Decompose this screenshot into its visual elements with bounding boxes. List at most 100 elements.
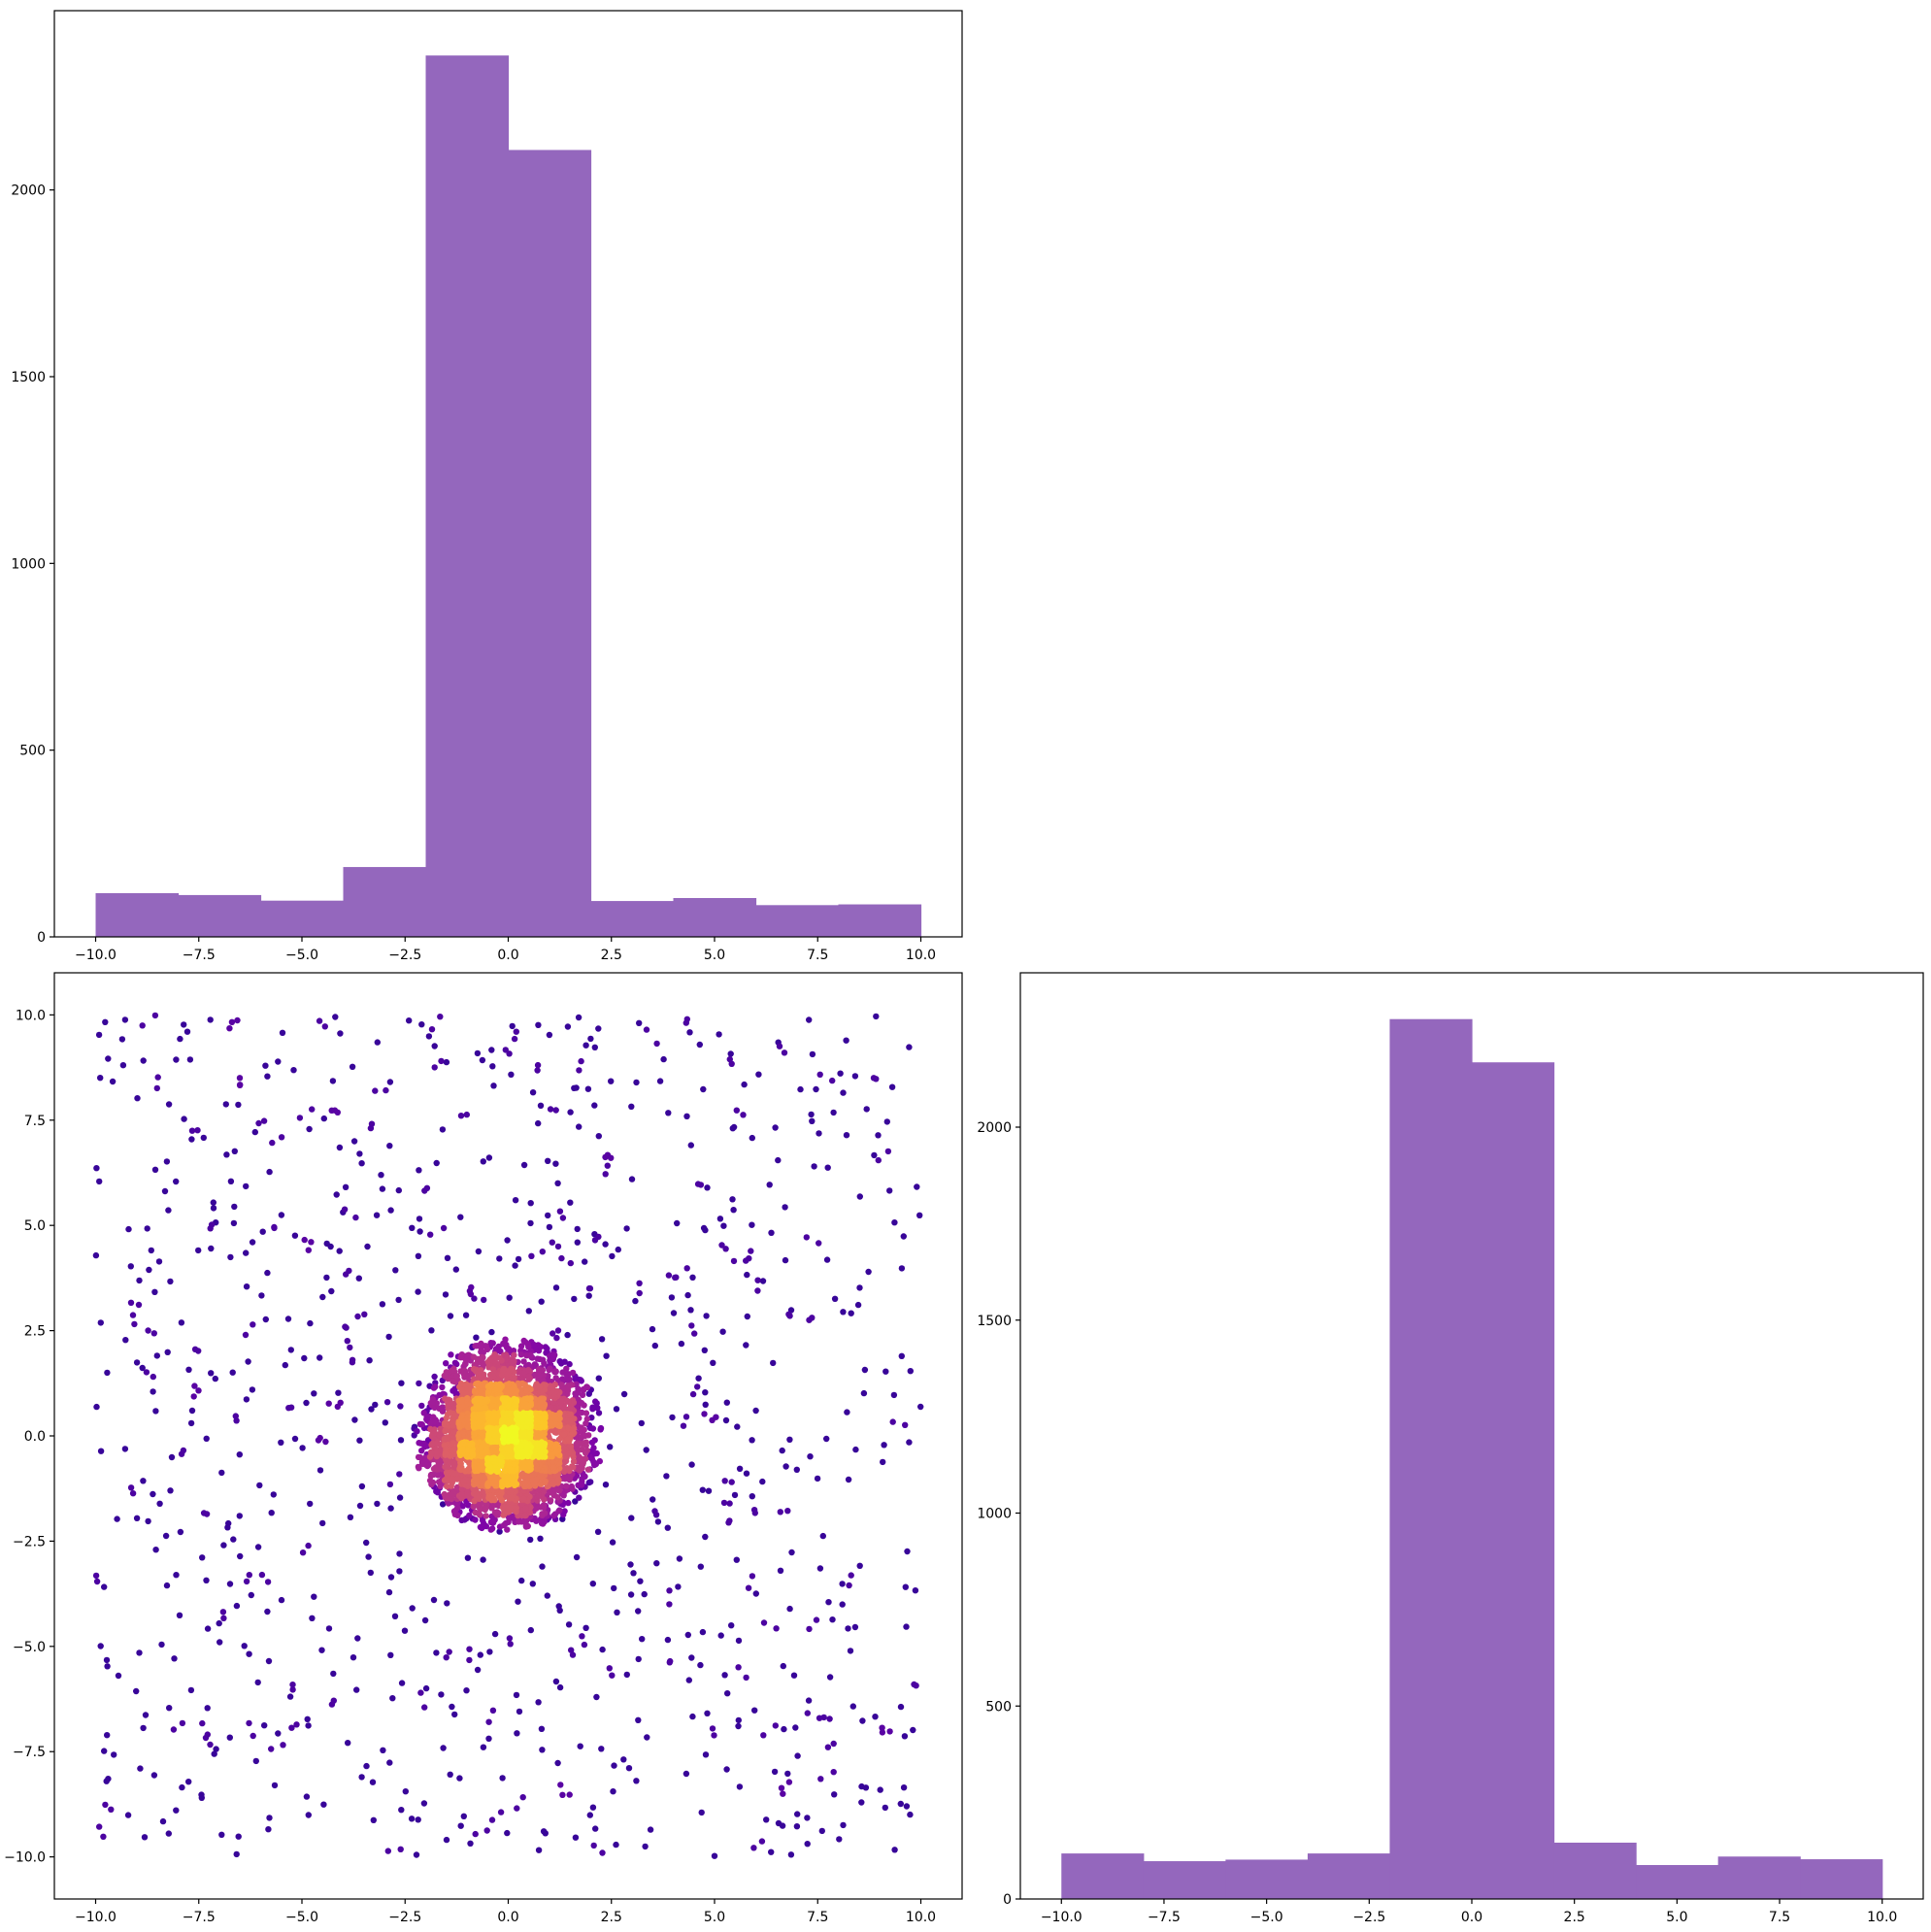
scatter-point [457,1822,464,1829]
scatter-point [471,1459,478,1467]
scatter-point [567,1109,574,1116]
scatter-point [837,1070,844,1077]
scatter-point [488,1047,495,1053]
scatter-point [140,1478,147,1484]
scatter-point [556,1683,564,1691]
scatter-point [630,1570,637,1577]
scatter-point [653,1560,660,1567]
scatter-point [538,1725,546,1733]
scatter-point [525,1472,532,1479]
scatter-point [413,1851,420,1858]
scatter-point [246,1572,252,1579]
scatter-point [900,1233,907,1240]
scatter-point [826,1674,834,1681]
scatter-point [398,1680,406,1686]
scatter-point [104,1369,111,1377]
scatter-point [320,1801,327,1808]
scatter-point [438,1447,445,1453]
scatter-point [433,1452,441,1460]
scatter-point [328,1701,336,1708]
scatter-point [583,1410,590,1416]
x-tick-label: −2.5 [388,948,421,963]
scatter-point [486,1474,494,1481]
scatter-point [694,1383,701,1390]
scatter-point [613,1841,619,1849]
scatter-point [702,1751,710,1758]
scatter-point [522,1401,530,1408]
scatter-point [768,1229,775,1237]
scatter-point [305,1542,312,1549]
scatter-point [370,1816,377,1824]
scatter-point [689,1713,696,1720]
scatter-point [843,1037,849,1044]
scatter-point [524,1418,531,1425]
x-tick-label: −10.0 [75,948,117,963]
scatter-point [663,1473,670,1480]
scatter-point [366,1357,373,1364]
scatter-point [207,1016,214,1023]
scatter-point [235,1833,242,1840]
scatter-point [271,1223,278,1231]
y-tick-label: 0 [37,930,46,946]
scatter-point [331,1107,339,1114]
scatter-point [604,1162,611,1169]
scatter-point [121,1016,129,1023]
scatter-point [415,1288,421,1295]
scatter-point [275,1730,282,1737]
scatter-point [173,1056,180,1063]
scatter-point [246,1650,252,1657]
scatter-point [852,1446,859,1453]
scatter-point [351,1416,358,1423]
scatter-point [268,1510,275,1516]
scatter-point [792,1724,799,1731]
scatter-point [656,1078,664,1084]
scatter-point [564,1436,571,1443]
scatter-point [458,1351,465,1358]
scatter-point [356,1502,364,1510]
scatter-point [208,1245,215,1252]
scatter-point [337,1399,344,1407]
scatter-point [813,1616,820,1623]
scatter-point [472,1830,479,1838]
scatter-point [555,1487,563,1494]
scatter-point [463,1374,471,1381]
scatter-point [839,1581,846,1587]
scatter-point [455,1432,462,1440]
scatter-point [430,1596,438,1604]
scatter-point [589,1404,596,1411]
scatter-point [635,1716,642,1724]
scatter-point [568,1449,575,1455]
scatter-point [486,1463,494,1470]
scatter-point [666,1659,673,1666]
scatter-point [269,1139,276,1147]
scatter-point [898,1352,905,1360]
scatter-point [701,1347,708,1354]
scatter-point [477,1423,484,1430]
scatter-point [140,1724,147,1732]
scatter-point [549,1451,555,1459]
scatter-point [203,1577,210,1584]
scatter-point [178,1319,185,1326]
scatter-point [560,1491,567,1498]
scatter-point [256,1482,263,1489]
scatter-point [415,1816,421,1823]
scatter-point [446,1649,452,1655]
scatter-point [697,1563,704,1570]
scatter-point [819,1532,826,1540]
scatter-point [485,1735,492,1743]
scatter-point [245,1358,251,1365]
scatter-point [150,1388,156,1395]
scatter-point [590,1458,597,1466]
scatter-point [537,1415,544,1422]
scatter-point [287,1404,295,1411]
scatter-point [222,1101,229,1108]
scatter-point [386,1759,393,1766]
scatter-point [627,1591,635,1598]
scatter-point [591,1102,598,1109]
scatter-point [521,1512,528,1519]
scatter-point [527,1200,534,1207]
scatter-point [319,1519,326,1527]
scatter-point [460,1813,467,1820]
scatter-point [101,1583,108,1590]
scatter-point [845,1625,851,1632]
